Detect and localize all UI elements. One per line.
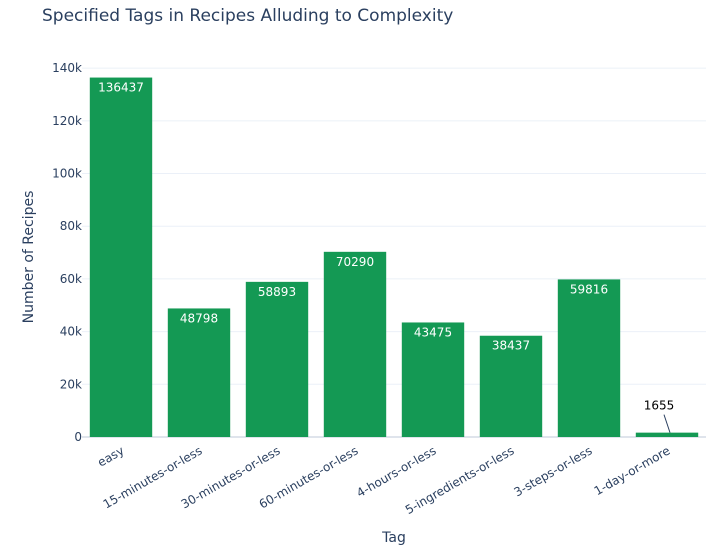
bar-value-label: 58893 xyxy=(258,285,296,299)
x-tick-label: 1-day-or-more xyxy=(592,443,673,498)
annotation-arrow xyxy=(663,414,671,433)
bar xyxy=(89,77,153,437)
y-axis-title: Number of Recipes xyxy=(21,191,37,324)
chart-title: Specified Tags in Recipes Alluding to Co… xyxy=(42,6,453,26)
bar xyxy=(635,432,699,437)
y-tick-label: 40k xyxy=(60,325,82,339)
bar-value-label: 136437 xyxy=(98,81,144,95)
x-axis-title: Tag xyxy=(381,530,406,546)
bar xyxy=(167,308,231,437)
bar-value-label: 43475 xyxy=(414,325,452,339)
y-tick-label: 140k xyxy=(52,61,82,75)
bar-value-labels: 136437 48798 58893 70290 43475 38437 59816 1655 xyxy=(98,81,674,433)
bar xyxy=(557,279,621,437)
bar xyxy=(479,335,543,437)
y-axis-ticks: 0 20k 40k 60k 80k 100k 120k 140k xyxy=(52,61,82,444)
x-tick-label: 3-steps-or-less xyxy=(511,443,594,499)
bar xyxy=(401,322,465,437)
bar-value-label: 38437 xyxy=(492,339,530,353)
bars xyxy=(89,77,699,437)
x-axis-ticks: easy15-minutes-or-less30-minutes-or-less… xyxy=(95,443,672,517)
bar-value-label: 70290 xyxy=(336,255,374,269)
y-tick-label: 100k xyxy=(52,167,82,181)
y-tick-label: 20k xyxy=(60,377,82,391)
y-tick-label: 120k xyxy=(52,114,82,128)
bar xyxy=(245,281,309,437)
bar-value-label: 1655 xyxy=(644,399,675,413)
y-tick-label: 80k xyxy=(60,219,82,233)
y-tick-label: 60k xyxy=(60,272,82,286)
bar-value-label: 59816 xyxy=(570,282,608,296)
bar-value-label: 48798 xyxy=(180,311,218,325)
y-tick-label: 0 xyxy=(74,430,82,444)
x-tick-label: easy xyxy=(95,443,126,469)
bar xyxy=(323,251,387,437)
